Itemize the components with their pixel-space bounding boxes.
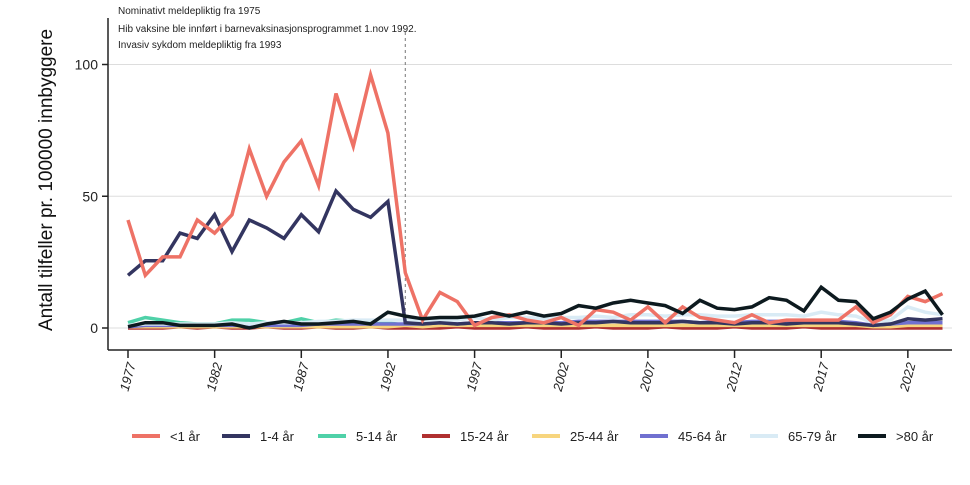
legend-label: 45-64 år bbox=[678, 429, 727, 444]
annotation-1: Nominativt meldepliktig fra 1975 bbox=[118, 6, 261, 17]
legend-label: 25-44 år bbox=[570, 429, 619, 444]
x-tick-label: 2012 bbox=[723, 360, 745, 394]
y-tick-label: 0 bbox=[90, 320, 98, 336]
x-tick-label: 2017 bbox=[810, 360, 832, 394]
annotation-3: Invasiv sykdom meldepliktig fra 1993 bbox=[118, 40, 282, 51]
legend-label: <1 år bbox=[170, 429, 201, 444]
x-tick-label: 2002 bbox=[550, 360, 572, 394]
legend-label: >80 år bbox=[896, 429, 934, 444]
legend-label: 65-79 år bbox=[788, 429, 837, 444]
legend-label: 1-4 år bbox=[260, 429, 295, 444]
x-tick-label: 1997 bbox=[463, 360, 485, 393]
legend-item: 25-44 år bbox=[532, 429, 619, 444]
legend-item: 15-24 år bbox=[422, 429, 509, 444]
legend-item: >80 år bbox=[858, 429, 934, 444]
annotation-2: Hib vaksine ble innført i barnevaksinasj… bbox=[118, 24, 417, 35]
legend-item: 65-79 år bbox=[750, 429, 837, 444]
x-tick-label: 1987 bbox=[290, 360, 312, 393]
x-tick-label: 1982 bbox=[203, 360, 225, 393]
legend-item: 45-64 år bbox=[640, 429, 727, 444]
legend-item: 5-14 år bbox=[318, 429, 398, 444]
x-tick-label: 2007 bbox=[636, 360, 658, 394]
x-tick-label: 2022 bbox=[896, 360, 918, 394]
legend-label: 5-14 år bbox=[356, 429, 398, 444]
y-tick-label: 50 bbox=[82, 188, 98, 204]
x-tick-label: 1992 bbox=[377, 360, 399, 393]
series-line-1 bbox=[126, 187, 943, 328]
x-tick-label: 1977 bbox=[117, 360, 139, 393]
y-tick-label: 100 bbox=[75, 57, 99, 73]
legend-item: 1-4 år bbox=[222, 429, 295, 444]
series-line-0 bbox=[126, 68, 944, 328]
y-axis-label: Antall tilfeller pr. 100000 innbyggere bbox=[36, 29, 57, 331]
legend-item: <1 år bbox=[132, 429, 201, 444]
series-line-7 bbox=[127, 284, 944, 330]
legend-label: 15-24 år bbox=[460, 429, 509, 444]
